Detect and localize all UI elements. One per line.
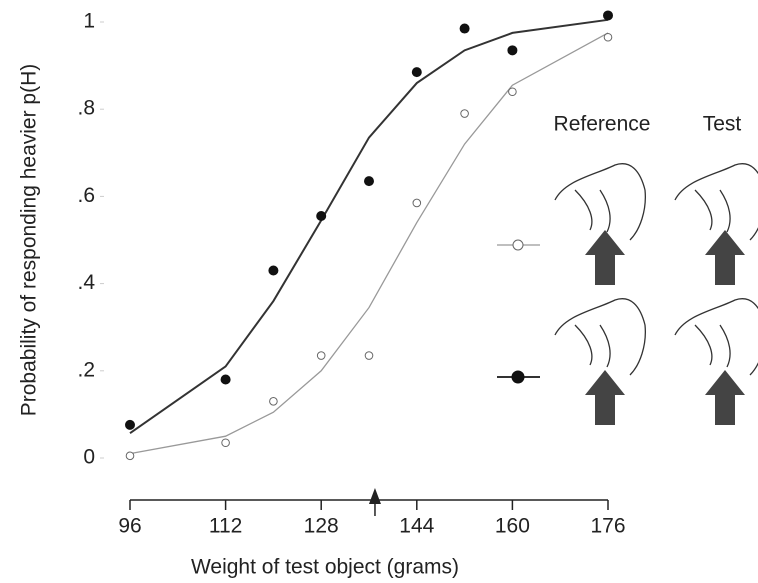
data-point <box>125 419 135 430</box>
x-tick-label: 96 <box>118 515 141 538</box>
hand <box>674 298 758 425</box>
data-point <box>508 87 517 97</box>
y-tick-label: 1 <box>83 10 95 33</box>
data-point <box>460 109 469 118</box>
x-axis-label: Weight of test object (grams) <box>191 556 459 579</box>
legend-header: Reference <box>554 113 651 136</box>
y-tick-label: .2 <box>77 358 95 381</box>
data-point <box>411 67 422 78</box>
data-point <box>603 10 613 21</box>
data-point <box>364 176 374 187</box>
y-tick-label: 0 <box>83 446 95 469</box>
hand-illustrations <box>554 163 758 425</box>
x-tick-label: 176 <box>590 515 625 538</box>
hand <box>674 163 758 285</box>
y-tick-label: .4 <box>77 271 95 294</box>
y-tick-label: .8 <box>77 97 95 120</box>
data-point <box>220 374 231 385</box>
data-point <box>364 351 374 360</box>
data-point <box>316 351 326 360</box>
y-tick-label: .6 <box>77 184 95 207</box>
fit-line <box>129 32 609 455</box>
x-tick-label: 160 <box>495 515 530 538</box>
data-point <box>459 23 470 34</box>
data-point <box>125 451 135 461</box>
data-point <box>316 211 327 222</box>
y-axis-label: Probability of responding heavier p(H) <box>18 64 41 417</box>
data-point <box>268 265 279 276</box>
x-tick-label: 128 <box>304 515 339 538</box>
x-tick-label: 144 <box>399 515 434 538</box>
data-point <box>221 438 230 448</box>
fit-line <box>129 18 609 434</box>
legend-header: Test <box>703 113 742 136</box>
data-point <box>269 397 278 406</box>
legend-marker <box>511 370 525 384</box>
data-point <box>412 198 422 208</box>
legend-marker <box>512 239 524 251</box>
x-tick-label: 112 <box>209 515 242 538</box>
hand <box>554 298 646 425</box>
data-point <box>507 45 518 56</box>
hand <box>554 163 646 285</box>
data-point <box>603 32 613 42</box>
reference-arrow-head <box>368 488 381 504</box>
